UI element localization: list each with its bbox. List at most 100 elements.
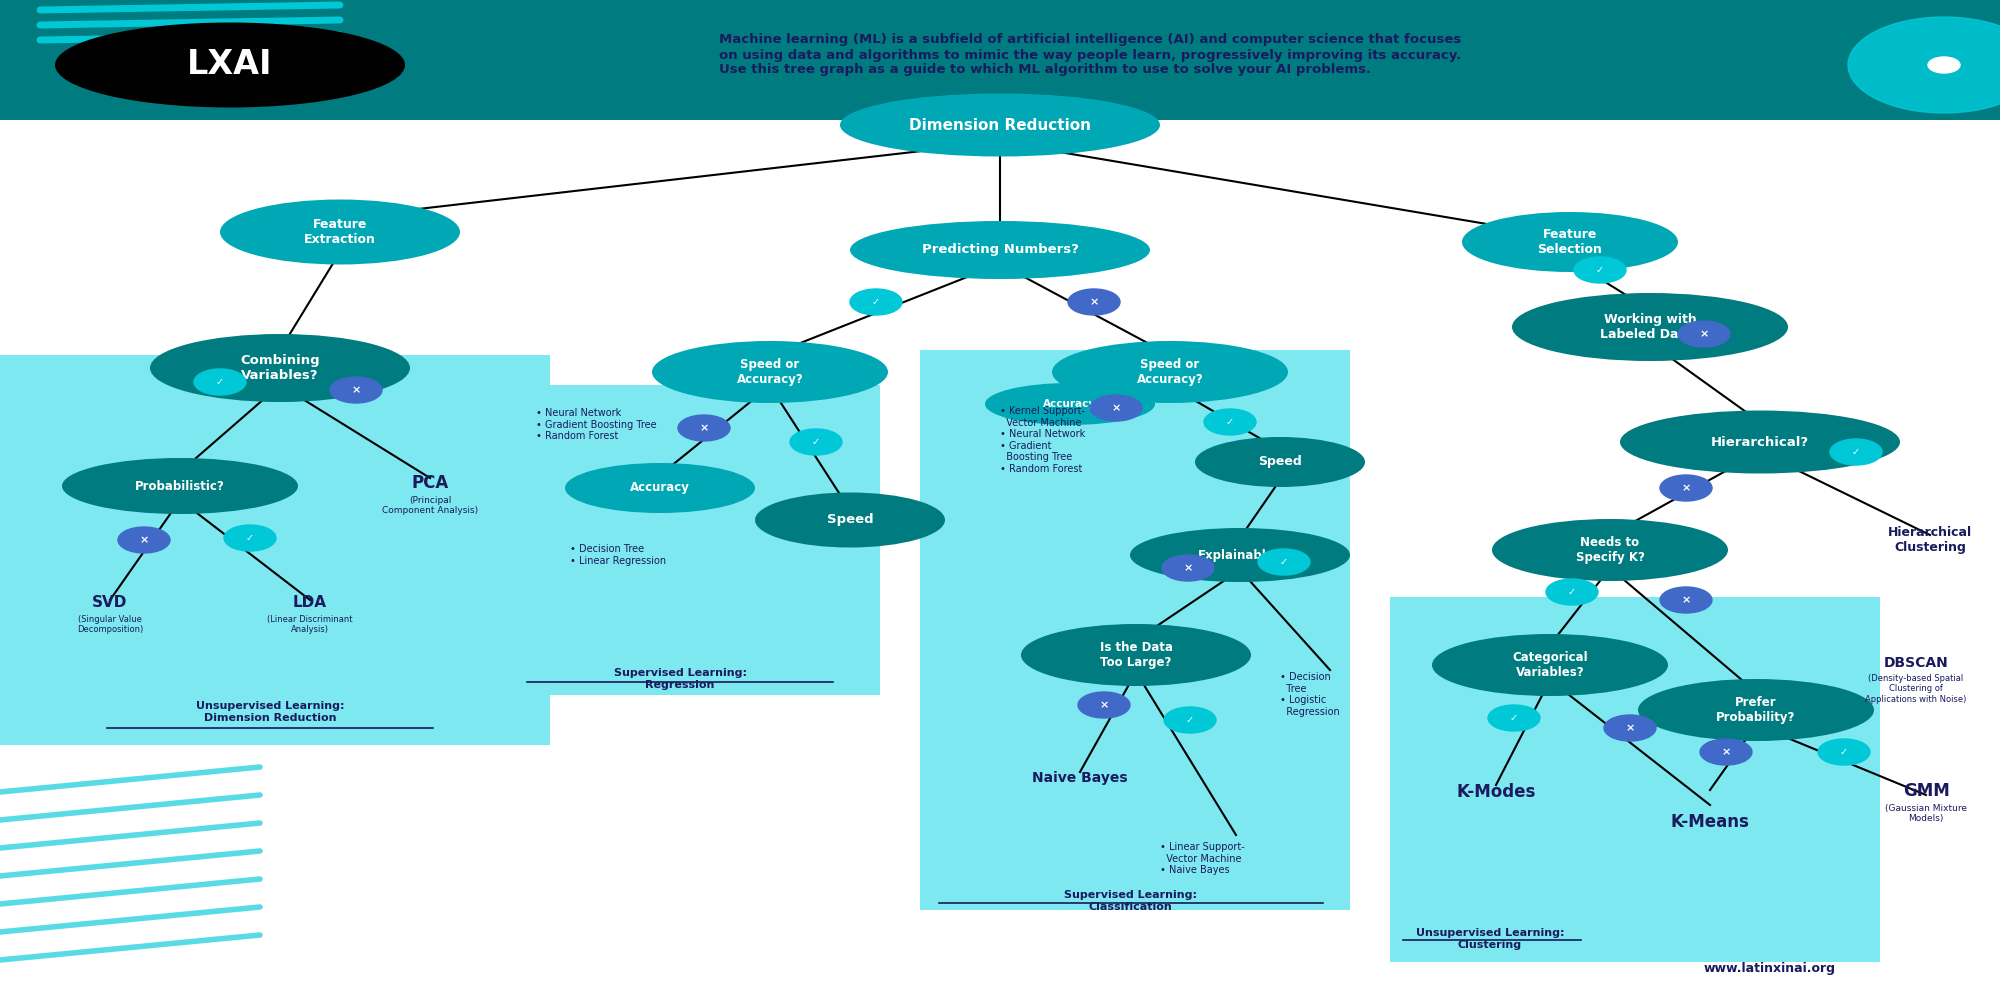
Text: Hierarchical
Clustering: Hierarchical Clustering xyxy=(1888,526,1972,554)
Text: Working with
Labeled Data?: Working with Labeled Data? xyxy=(1600,313,1700,341)
Ellipse shape xyxy=(652,341,888,403)
Circle shape xyxy=(1928,57,1960,73)
Circle shape xyxy=(1604,715,1656,741)
Text: (Gaussian Mixture
Models): (Gaussian Mixture Models) xyxy=(1884,804,1968,823)
Text: ✓: ✓ xyxy=(1280,557,1288,567)
Text: • Decision Tree
• Linear Regression: • Decision Tree • Linear Regression xyxy=(570,544,666,566)
Text: GMM: GMM xyxy=(1902,782,1950,800)
Ellipse shape xyxy=(150,334,410,402)
Text: Dimension Reduction: Dimension Reduction xyxy=(908,117,1092,132)
Ellipse shape xyxy=(1022,624,1252,686)
Text: ✓: ✓ xyxy=(246,533,254,543)
Text: ×: × xyxy=(352,385,360,395)
Text: ×: × xyxy=(1700,329,1708,339)
Text: DBSCAN: DBSCAN xyxy=(1884,656,1948,670)
Text: LDA: LDA xyxy=(292,595,328,610)
Circle shape xyxy=(850,289,902,315)
Circle shape xyxy=(1830,439,1882,465)
Text: ×: × xyxy=(1184,563,1192,573)
Circle shape xyxy=(1660,587,1712,613)
Circle shape xyxy=(1848,17,2000,113)
Circle shape xyxy=(118,527,170,553)
Text: Unsupervised Learning:
Clustering: Unsupervised Learning: Clustering xyxy=(1416,928,1564,950)
Ellipse shape xyxy=(56,22,404,107)
Text: ✓: ✓ xyxy=(1186,715,1194,725)
Circle shape xyxy=(1164,707,1216,733)
FancyBboxPatch shape xyxy=(920,350,1350,910)
Text: Supervised Learning:
Regression: Supervised Learning: Regression xyxy=(614,668,746,690)
Text: Explainable?: Explainable? xyxy=(1198,548,1282,562)
Text: • Decision
  Tree
• Logistic
  Regression: • Decision Tree • Logistic Regression xyxy=(1280,672,1340,717)
Text: K-Modes: K-Modes xyxy=(1456,783,1536,801)
Text: www.latinxinai.org: www.latinxinai.org xyxy=(1704,962,1836,975)
FancyBboxPatch shape xyxy=(0,0,2000,120)
Ellipse shape xyxy=(1196,437,1364,487)
Text: ×: × xyxy=(1090,297,1098,307)
Text: Needs to
Specify K?: Needs to Specify K? xyxy=(1576,536,1644,564)
Ellipse shape xyxy=(1462,212,1678,272)
Circle shape xyxy=(1078,692,1130,718)
Text: (Linear Discriminant
Analysis): (Linear Discriminant Analysis) xyxy=(268,615,352,634)
Text: LXAI: LXAI xyxy=(188,48,272,82)
Text: (Principal
Component Analysis): (Principal Component Analysis) xyxy=(382,496,478,515)
Text: ✓: ✓ xyxy=(872,297,880,307)
Circle shape xyxy=(330,377,382,403)
Circle shape xyxy=(1678,321,1730,347)
Text: Predicting Numbers?: Predicting Numbers? xyxy=(922,243,1078,256)
Circle shape xyxy=(1068,289,1120,315)
Text: ✓: ✓ xyxy=(1596,265,1604,275)
Text: ✓: ✓ xyxy=(216,377,224,387)
Text: (Density-based Spatial
Clustering of
Applications with Noise): (Density-based Spatial Clustering of App… xyxy=(1866,674,1966,704)
Circle shape xyxy=(1660,475,1712,501)
Text: ×: × xyxy=(140,535,148,545)
Text: Feature
Extraction: Feature Extraction xyxy=(304,218,376,246)
Text: ×: × xyxy=(1626,723,1634,733)
Text: ×: × xyxy=(1112,403,1120,413)
Text: Supervised Learning:
Classification: Supervised Learning: Classification xyxy=(1064,890,1196,912)
Text: ×: × xyxy=(1100,700,1108,710)
Circle shape xyxy=(224,525,276,551)
FancyBboxPatch shape xyxy=(1390,597,1880,962)
Ellipse shape xyxy=(1432,634,1668,696)
Text: PCA: PCA xyxy=(412,474,448,492)
Ellipse shape xyxy=(850,221,1150,279)
Text: Unsupervised Learning:
Dimension Reduction: Unsupervised Learning: Dimension Reducti… xyxy=(196,701,344,723)
Text: Feature
Selection: Feature Selection xyxy=(1538,228,1602,256)
Ellipse shape xyxy=(1512,293,1788,361)
Text: ×: × xyxy=(1682,483,1690,493)
Text: Combining
Variables?: Combining Variables? xyxy=(240,354,320,382)
Text: Accuracy: Accuracy xyxy=(630,482,690,494)
Ellipse shape xyxy=(1638,679,1874,741)
Text: ×: × xyxy=(1682,595,1690,605)
Text: Speed: Speed xyxy=(826,514,874,526)
Ellipse shape xyxy=(984,383,1156,425)
Circle shape xyxy=(678,415,730,441)
Circle shape xyxy=(1574,257,1626,283)
Text: Speed or
Accuracy?: Speed or Accuracy? xyxy=(1136,358,1204,386)
Text: Categorical
Variables?: Categorical Variables? xyxy=(1512,651,1588,679)
Text: ✓: ✓ xyxy=(1510,713,1518,723)
Circle shape xyxy=(1488,705,1540,731)
Text: K-Means: K-Means xyxy=(1670,813,1750,831)
Circle shape xyxy=(1818,739,1870,765)
Ellipse shape xyxy=(756,492,946,548)
Ellipse shape xyxy=(1052,341,1288,403)
Ellipse shape xyxy=(1620,410,1900,474)
Text: Speed or
Accuracy?: Speed or Accuracy? xyxy=(736,358,804,386)
FancyBboxPatch shape xyxy=(0,0,470,120)
Circle shape xyxy=(1162,555,1214,581)
Text: ✓: ✓ xyxy=(1568,587,1576,597)
Text: ✓: ✓ xyxy=(1840,747,1848,757)
Text: ×: × xyxy=(1722,747,1730,757)
Text: Probabilistic?: Probabilistic? xyxy=(136,480,224,492)
Circle shape xyxy=(1204,409,1256,435)
Text: Accuracy: Accuracy xyxy=(1044,399,1096,409)
Text: ✓: ✓ xyxy=(1226,417,1234,427)
Ellipse shape xyxy=(62,458,298,514)
Text: Naive Bayes: Naive Bayes xyxy=(1032,771,1128,785)
Text: Prefer
Probability?: Prefer Probability? xyxy=(1716,696,1796,724)
Text: ✓: ✓ xyxy=(812,437,820,447)
Text: • Kernel Support-
  Vector Machine
• Neural Network
• Gradient
  Boosting Tree
•: • Kernel Support- Vector Machine • Neura… xyxy=(1000,406,1086,474)
Circle shape xyxy=(194,369,246,395)
FancyBboxPatch shape xyxy=(0,355,550,745)
